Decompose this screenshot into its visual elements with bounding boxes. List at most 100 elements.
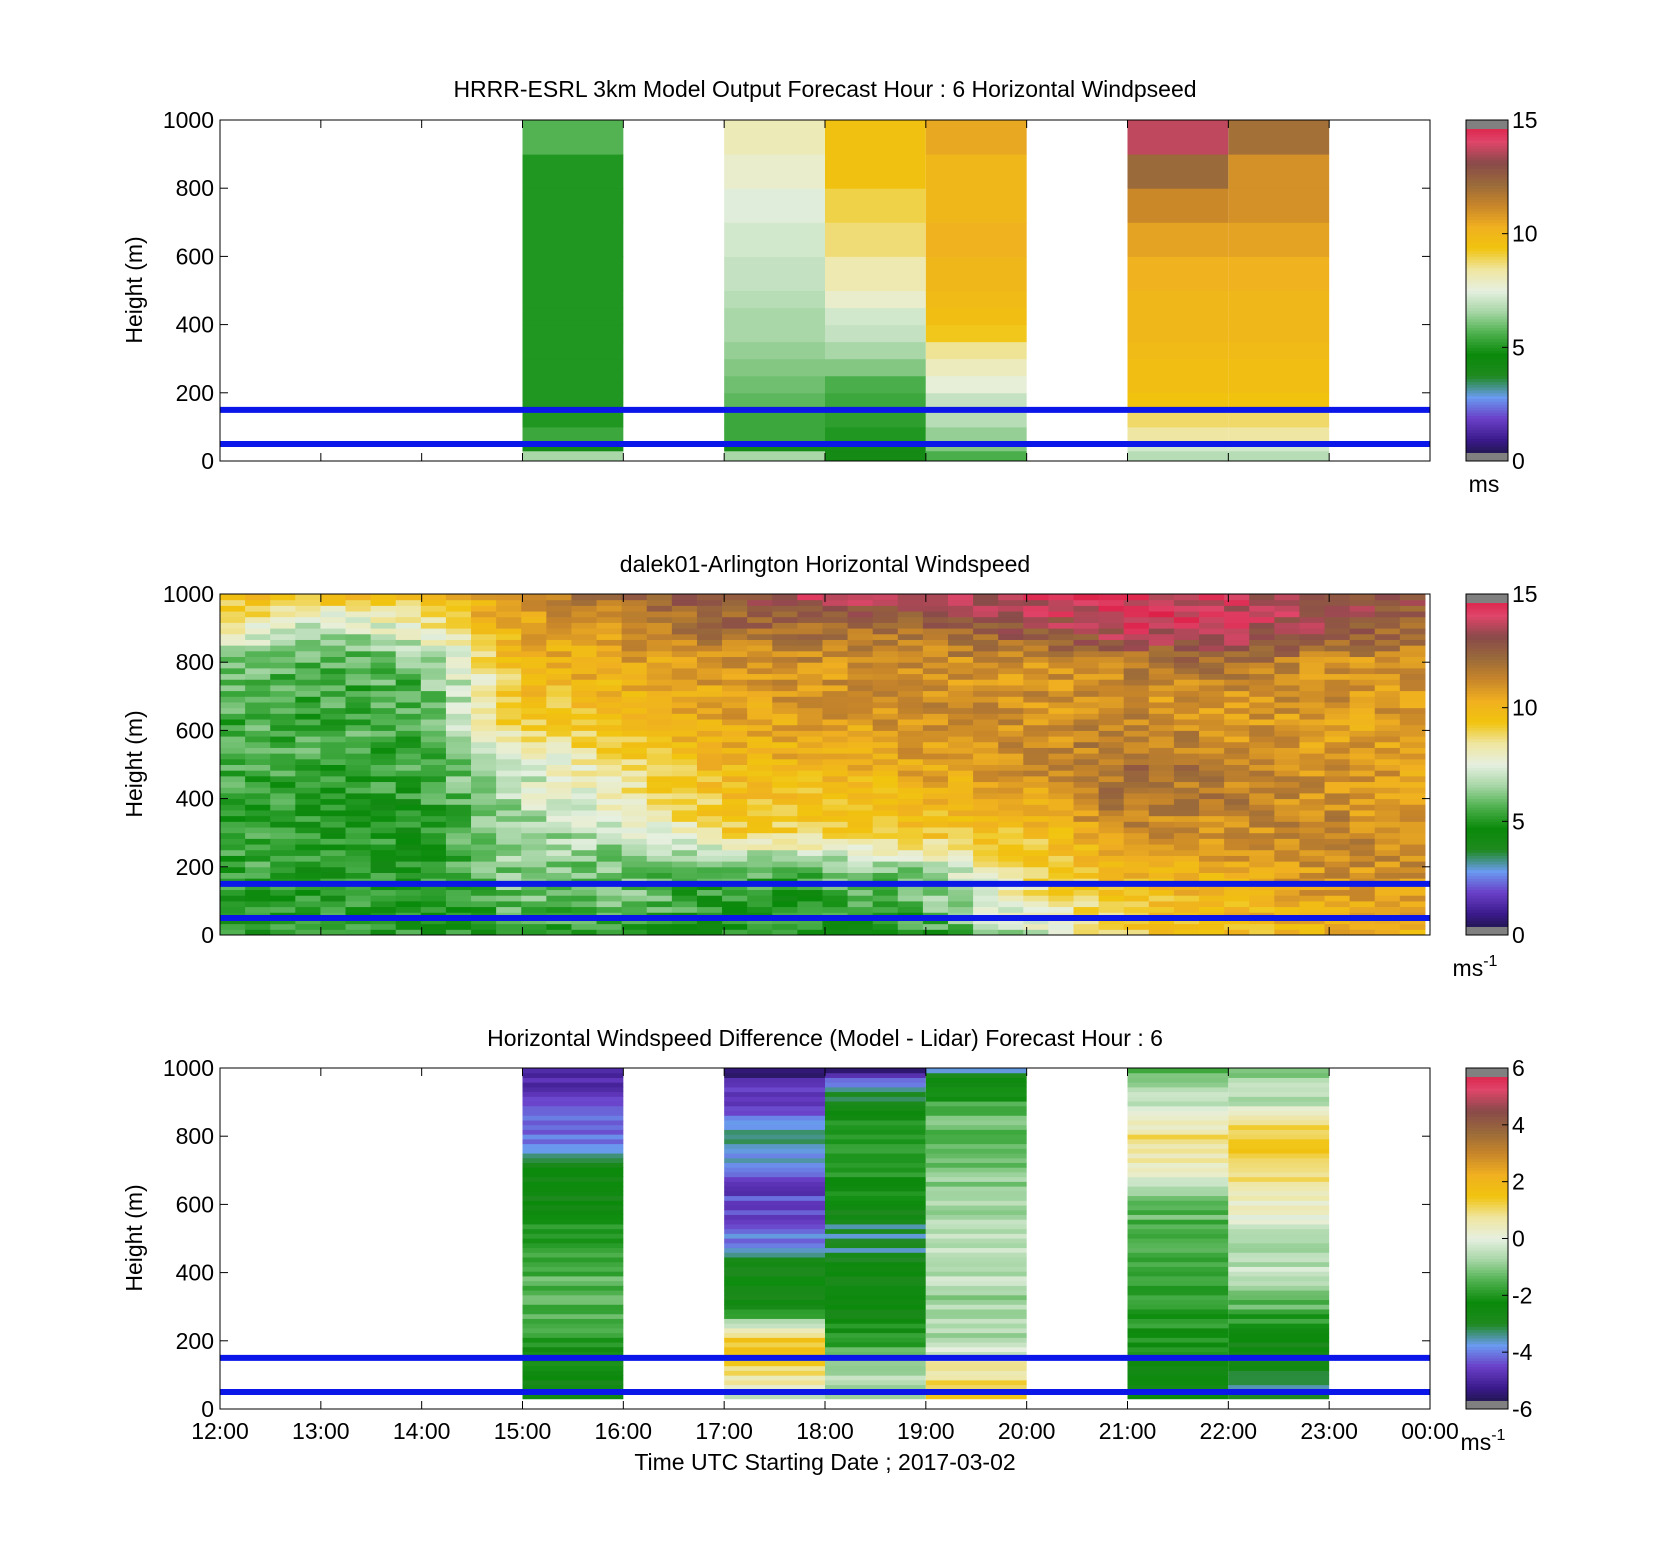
heatmap-cell: [847, 673, 874, 680]
heatmap-cell: [646, 923, 673, 930]
heatmap-cell: [1324, 900, 1351, 908]
heatmap-cell: [220, 929, 246, 935]
heatmap-cell: [220, 594, 246, 601]
heatmap-cell: [696, 917, 723, 925]
heatmap-cell: [621, 605, 648, 612]
heatmap-cell: [825, 120, 926, 155]
heatmap-cell: [1224, 917, 1250, 925]
heatmap-cell: [998, 917, 1024, 925]
heatmap-cell: [546, 633, 572, 640]
colorbar-segment: [1466, 761, 1508, 765]
colorbar-segment: [1466, 1397, 1508, 1401]
heatmap-cell: [973, 809, 999, 817]
heatmap-cell: [722, 872, 748, 879]
colorbar-tick-label: 5: [1512, 334, 1525, 360]
heatmap-cell: [1123, 724, 1150, 731]
heatmap-cell: [922, 599, 949, 606]
heatmap-cell: [973, 616, 999, 623]
heatmap-cell: [696, 804, 723, 811]
colorbar-segment: [1466, 1096, 1508, 1100]
heatmap-cell: [596, 775, 623, 783]
heatmap-cell: [825, 1219, 926, 1225]
heatmap-cell: [947, 747, 974, 754]
heatmap-cell: [1274, 900, 1300, 908]
heatmap-cell: [522, 1138, 624, 1145]
heatmap-cell: [1349, 622, 1376, 629]
heatmap-cell: [998, 787, 1024, 794]
heatmap-cell: [1199, 713, 1225, 720]
heatmap-cell: [1274, 684, 1300, 692]
heatmap-cell: [245, 645, 271, 652]
heatmap-cell: [596, 616, 623, 623]
heatmap-cell: [1228, 1252, 1330, 1258]
heatmap-cell: [696, 696, 723, 703]
heatmap-cell: [724, 1214, 825, 1220]
heatmap-cell: [1274, 815, 1300, 822]
colorbar-segment: [1466, 858, 1508, 862]
heatmap-cell: [320, 724, 347, 731]
heatmap-cell: [872, 741, 899, 748]
heatmap-cell: [1073, 804, 1100, 811]
heatmap-cell: [973, 821, 999, 828]
heatmap-cell: [822, 736, 849, 743]
heatmap-cell: [797, 792, 823, 800]
heatmap-cell: [345, 855, 372, 862]
heatmap-cell: [772, 684, 798, 692]
heatmap-cell: [825, 1285, 926, 1291]
heatmap-cell: [646, 599, 673, 606]
heatmap-cell: [471, 844, 497, 851]
heatmap-cell: [1249, 622, 1275, 629]
heatmap-cell: [1399, 804, 1426, 811]
heatmap-cell: [1073, 900, 1100, 908]
heatmap-cell: [822, 929, 849, 935]
heatmap-cell: [295, 594, 321, 601]
heatmap-cell: [1023, 645, 1049, 652]
heatmap-cell: [420, 804, 447, 811]
colorbar-segment: [1466, 1389, 1508, 1393]
heatmap-cell: [722, 741, 748, 748]
heatmap-cell: [847, 849, 874, 856]
colorbar-segment: [1466, 861, 1508, 865]
heatmap-cell: [220, 764, 246, 771]
colorbar-segment: [1466, 1292, 1508, 1296]
heatmap-cell: [522, 409, 624, 428]
heatmap-cell: [671, 594, 698, 601]
heatmap-cell: [998, 662, 1024, 669]
heatmap-cell: [571, 804, 598, 811]
heatmap-cell: [973, 639, 999, 646]
heatmap-cell: [722, 639, 748, 646]
heatmap-cell: [825, 1346, 926, 1353]
colorbar-segment: [1466, 225, 1508, 229]
colorbar-segment: [1466, 1269, 1508, 1274]
heatmap-cell: [295, 906, 321, 913]
heatmap-cell: [1299, 679, 1326, 686]
heatmap-cell: [1073, 923, 1100, 930]
heatmap-cell: [420, 844, 447, 851]
heatmap-cell: [471, 832, 497, 839]
heatmap-cell: [521, 628, 547, 635]
heatmap-cell: [872, 650, 899, 658]
heatmap-cell: [1399, 809, 1426, 817]
heatmap-cell: [1374, 628, 1401, 635]
heatmap-cell: [596, 866, 623, 873]
heatmap-cell: [998, 849, 1024, 856]
heatmap-cell: [1073, 855, 1100, 862]
heatmap-cell: [825, 1304, 926, 1310]
heatmap-cell: [471, 713, 497, 720]
heatmap-cell: [420, 753, 447, 760]
heatmap-cell: [925, 1186, 1027, 1192]
heatmap-cell: [947, 900, 974, 908]
heatmap-cell: [1274, 775, 1300, 783]
heatmap-cell: [925, 443, 1027, 452]
heatmap-cell: [522, 1346, 624, 1353]
heatmap-cell: [925, 1148, 1027, 1154]
heatmap-cell: [295, 713, 321, 720]
heatmap-cell: [998, 599, 1024, 606]
heatmap-cell: [1148, 832, 1175, 839]
heatmap-cell: [922, 594, 949, 601]
heatmap-cell: [1399, 594, 1426, 601]
heatmap-cell: [420, 599, 447, 606]
heatmap-cell: [897, 849, 924, 856]
colorbar-segment: [1466, 262, 1508, 266]
